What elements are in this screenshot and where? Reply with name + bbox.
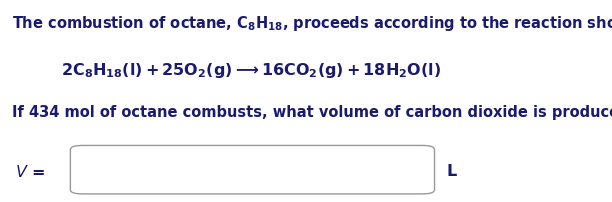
Text: If 434 mol of octane combusts, what volume of carbon dioxide is produced at 31.0: If 434 mol of octane combusts, what volu… — [12, 105, 612, 120]
FancyBboxPatch shape — [70, 145, 435, 194]
Text: $\mathbf{2C_8H_{18}(l) + 25O_2(g) \longrightarrow 16CO_2(g) + 18H_2O(l)}$: $\mathbf{2C_8H_{18}(l) + 25O_2(g) \longr… — [61, 61, 441, 80]
Text: $\mathit{V}$ =: $\mathit{V}$ = — [15, 164, 45, 180]
Text: The combustion of octane, $\mathbf{C_8H_{18}}$, proceeds according to the reacti: The combustion of octane, $\mathbf{C_8H_… — [12, 14, 612, 33]
Text: L: L — [447, 164, 457, 179]
